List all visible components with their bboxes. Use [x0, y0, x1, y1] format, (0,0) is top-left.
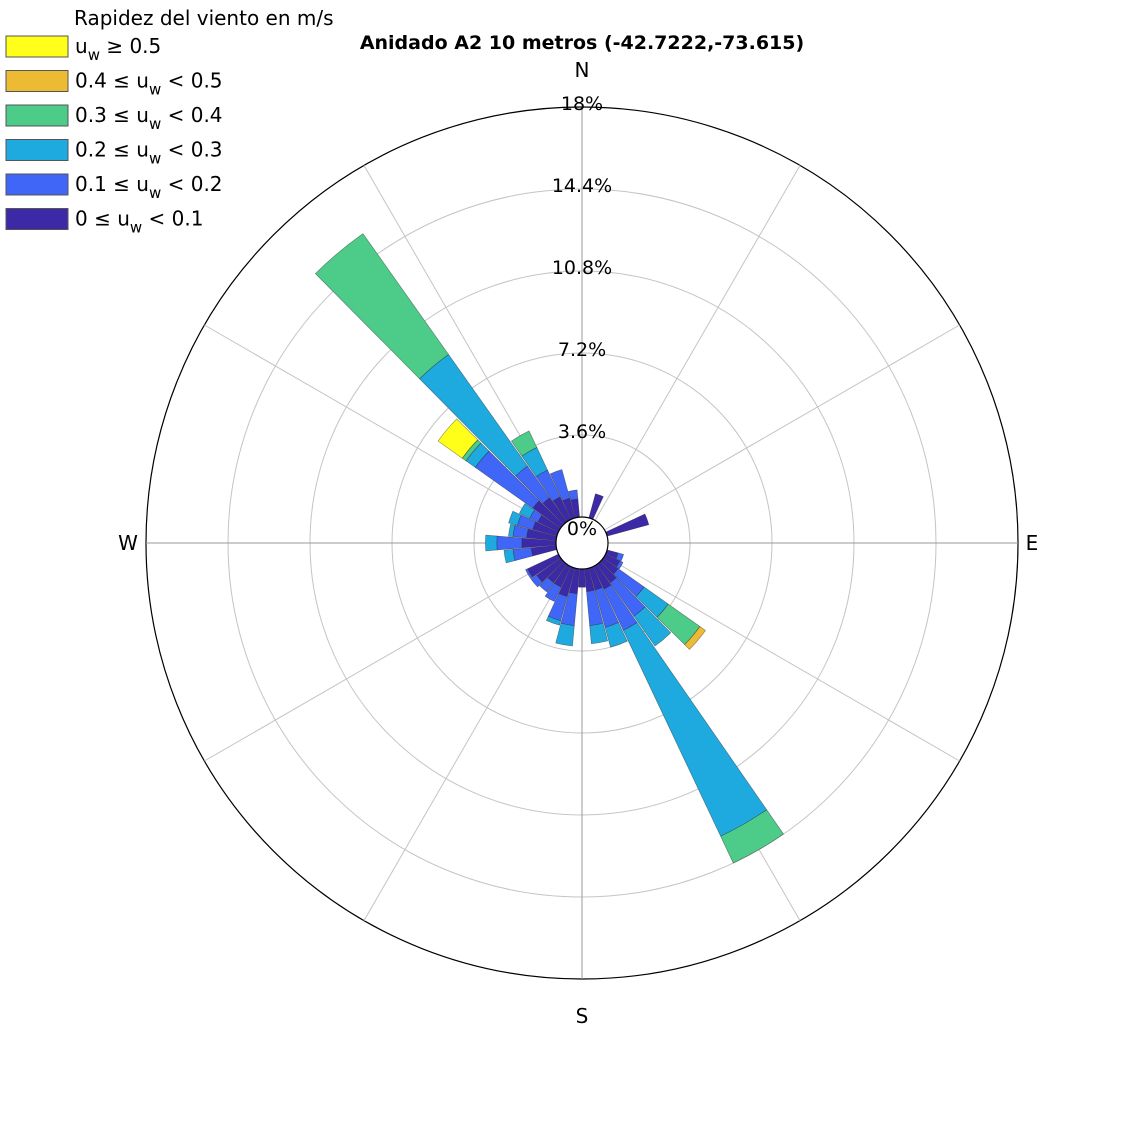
direction-label-n: N: [575, 58, 590, 82]
sector-segment: [633, 606, 672, 647]
chart-title: Anidado A2 10 metros (-42.7222,-73.615): [360, 32, 804, 54]
radial-tick-label: 10.8%: [552, 257, 612, 279]
grid-spoke: [363, 565, 570, 921]
radial-tick-label: 0%: [567, 518, 597, 540]
legend-label: 0 ≤ uw < 0.1: [75, 207, 203, 237]
legend-title: Rapidez del viento en m/s: [74, 6, 334, 30]
grid-spoke: [204, 555, 560, 762]
sector-segment: [615, 552, 624, 562]
sector-segment: [568, 489, 579, 501]
sector-segment: [555, 622, 575, 647]
sector-segment: [544, 582, 562, 602]
sector-segment: [539, 577, 555, 593]
polar-grid: [145, 106, 1019, 980]
sector-segment: [437, 418, 479, 459]
direction-label-s: S: [576, 1004, 589, 1028]
legend-label: 0.4 ≤ uw < 0.5: [75, 69, 223, 99]
radial-tick-label: 7.2%: [558, 339, 606, 361]
sector-segment: [496, 535, 523, 551]
legend-swatch: [5, 173, 69, 196]
radial-tick-labels: 0% 3.6% 7.2% 10.8% 14.4% 18%: [552, 93, 612, 540]
legend-swatch: [5, 70, 69, 92]
direction-label-e: E: [1026, 531, 1039, 555]
legend-label: 0.3 ≤ uw < 0.4: [75, 103, 223, 133]
legend-label: 0.1 ≤ uw < 0.2: [75, 172, 223, 202]
grid-spoke: [204, 324, 560, 531]
sector-segment: [549, 469, 571, 502]
direction-label-w: W: [118, 531, 138, 555]
grid-spoke: [604, 555, 960, 762]
sector-segment: [720, 809, 784, 864]
sector-segment: [684, 626, 706, 650]
sector-segment: [508, 510, 522, 526]
sector-segment: [604, 622, 628, 648]
sector-segment: [503, 549, 516, 564]
wind-sectors: [314, 233, 784, 864]
sector-segment: [518, 503, 535, 519]
sector-segment: [530, 574, 543, 588]
sector-segment: [511, 430, 538, 457]
radial-tick-label: 18%: [561, 93, 603, 115]
sector-segment: [314, 233, 449, 380]
legend-label: 0.2 ≤ uw < 0.3: [75, 138, 223, 168]
sector-segment: [525, 568, 533, 579]
radial-tick-label: 3.6%: [558, 421, 606, 443]
legend-swatch: [5, 139, 69, 161]
sector-segment: [545, 615, 562, 626]
legend-swatch: [5, 35, 69, 58]
sector-segment: [508, 523, 516, 537]
grid-spoke: [594, 165, 801, 521]
sector-segment: [589, 622, 609, 645]
grid-spoke: [604, 324, 960, 531]
legend-swatch: [5, 104, 69, 127]
legend-swatch: [5, 208, 69, 230]
center-hole: [555, 516, 609, 570]
legend: Rapidez del viento en m/s uw ≥ 0.5 0.4 ≤ …: [5, 6, 334, 237]
sector-segment: [485, 534, 498, 552]
radial-tick-label: 14.4%: [552, 175, 612, 197]
sector-segment: [616, 560, 624, 570]
legend-label: uw ≥ 0.5: [75, 34, 161, 64]
